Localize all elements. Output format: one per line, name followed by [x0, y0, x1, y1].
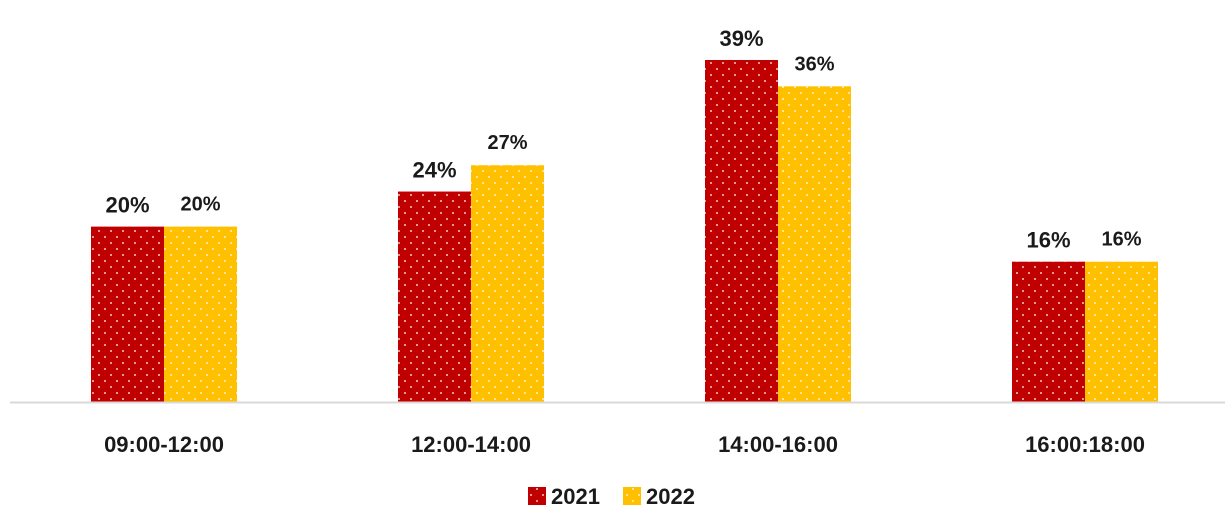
bar-2021-09:00-12:00 [91, 226, 164, 402]
data-label-2021-16:00:18:00: 16% [1026, 228, 1070, 253]
data-label-2022-12:00-14:00: 27% [487, 132, 527, 154]
legend-label-2022: 2022 [646, 484, 695, 509]
data-label-2022-16:00:18:00: 16% [1101, 229, 1141, 251]
legend-swatch-2021 [528, 487, 546, 505]
legend: 2021 2022 [528, 484, 695, 509]
x-tick-label: 16:00:18:00 [1025, 432, 1145, 457]
x-tick-label: 12:00-14:00 [411, 432, 531, 457]
legend-label-2021: 2021 [551, 484, 600, 509]
bar-2021-12:00-14:00 [398, 191, 471, 402]
data-label-2021-14:00-16:00: 39% [719, 26, 763, 51]
x-tick-label: 14:00-16:00 [718, 432, 838, 457]
legend-swatch-2022 [623, 487, 641, 505]
data-label-2021-09:00-12:00: 20% [105, 193, 149, 218]
bar-2022-16:00:18:00 [1085, 261, 1158, 402]
data-label-2022-09:00-12:00: 20% [180, 194, 220, 216]
bar-2022-09:00-12:00 [164, 226, 237, 402]
x-axis: 09:00-12:00 12:00-14:00 14:00-16:00 16:00:1… [10, 401, 1225, 457]
bars-layer [91, 60, 1158, 403]
bar-2022-14:00-16:00 [778, 86, 851, 403]
bar-2022-12:00-14:00 [471, 165, 544, 402]
data-label-2021-12:00-14:00: 24% [412, 158, 456, 183]
bar-2021-14:00-16:00 [705, 60, 778, 402]
data-label-2022-14:00-16:00: 36% [794, 53, 834, 75]
data-labels: 20% 20% 24% 27% 39% 36% 16% 16% [105, 26, 1141, 253]
bar-2021-16:00:18:00 [1012, 261, 1085, 402]
x-tick-label: 09:00-12:00 [104, 432, 224, 457]
